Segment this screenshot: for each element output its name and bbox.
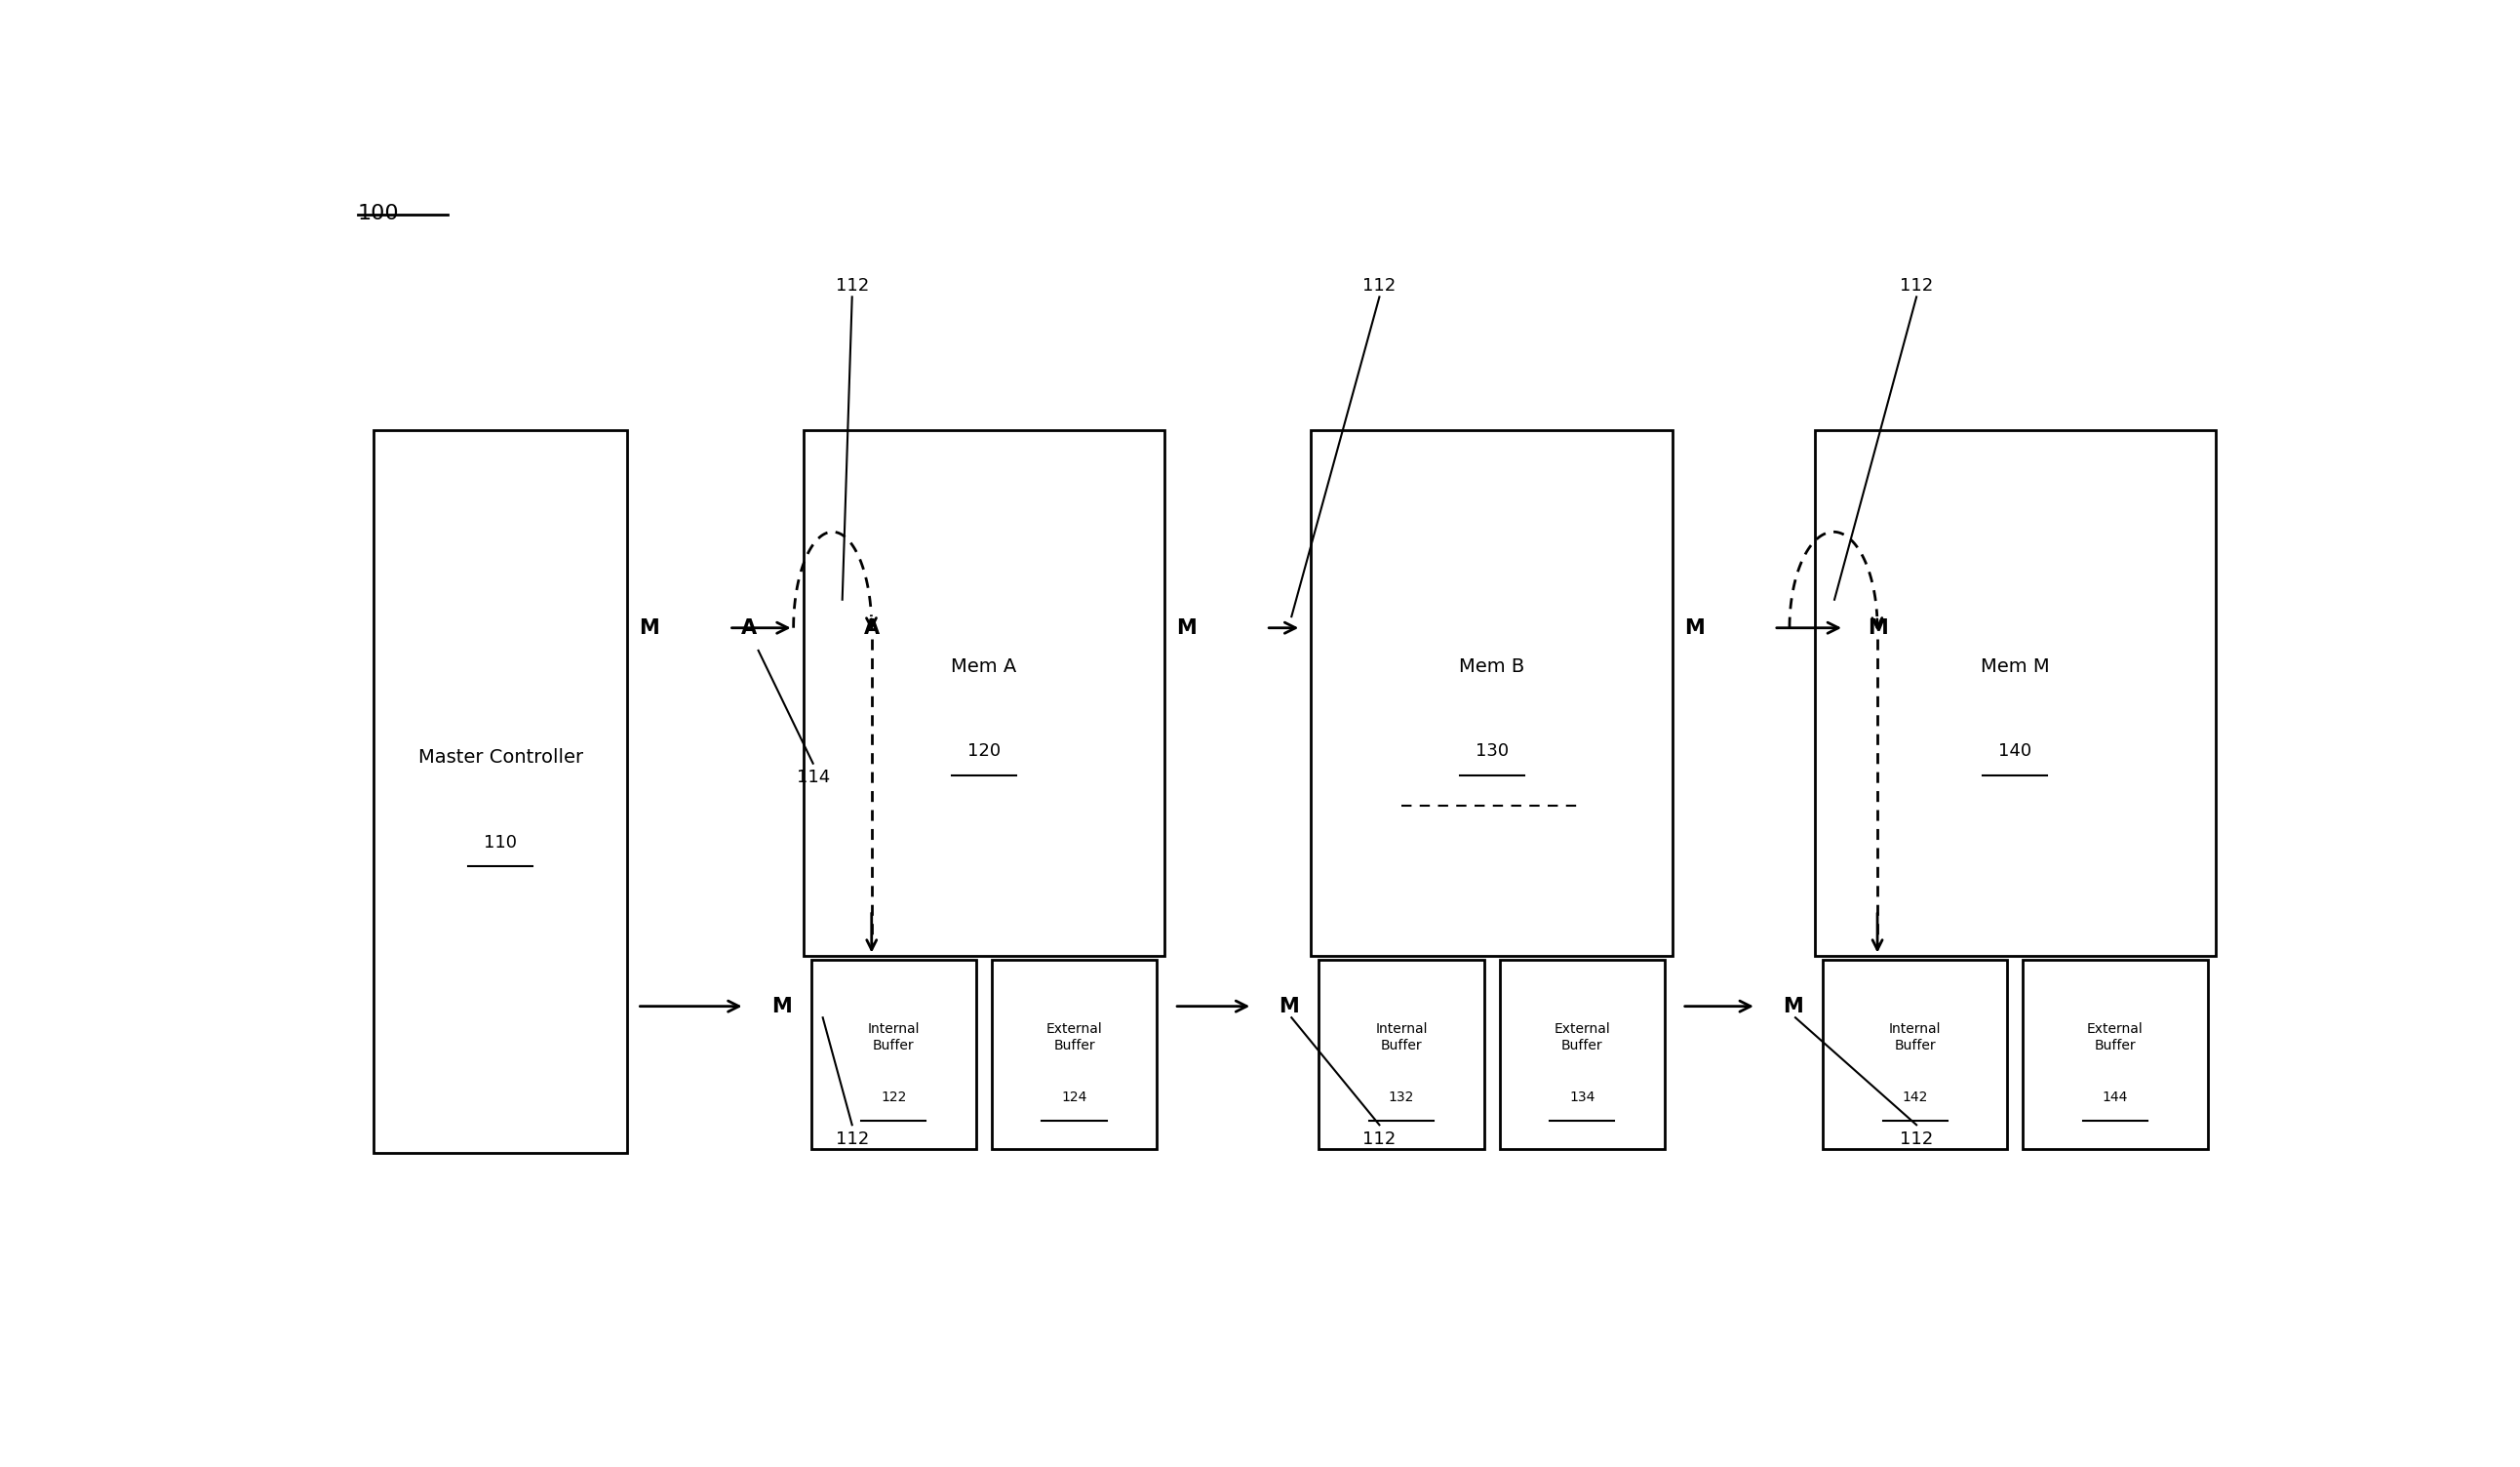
Text: 132: 132 [1389, 1090, 1414, 1105]
Bar [1814, 430, 2215, 955]
Text: 112: 112 [1363, 277, 1396, 295]
Text: 120: 120 [968, 742, 1000, 760]
Text: M: M [1280, 996, 1300, 1017]
Bar [804, 430, 1164, 955]
Bar [1499, 959, 1666, 1149]
Text: Internal
Buffer: Internal Buffer [1376, 1022, 1426, 1052]
Text: 134: 134 [1570, 1090, 1595, 1105]
Text: A: A [864, 618, 879, 638]
Text: M: M [1784, 996, 1804, 1017]
Text: Mem M: Mem M [1981, 657, 2049, 676]
Text: 112: 112 [834, 277, 869, 295]
Text: Internal
Buffer: Internal Buffer [867, 1022, 920, 1052]
Text: Master Controller: Master Controller [418, 748, 582, 767]
Bar [1318, 959, 1484, 1149]
Text: 110: 110 [484, 833, 517, 851]
Text: External
Buffer: External Buffer [1046, 1022, 1101, 1052]
Text: M: M [771, 996, 791, 1017]
Text: 124: 124 [1061, 1090, 1086, 1105]
Text: 140: 140 [1998, 742, 2031, 760]
Bar [993, 959, 1157, 1149]
Text: Mem B: Mem B [1459, 657, 1525, 676]
Bar [1822, 959, 2008, 1149]
Text: M: M [1683, 618, 1704, 638]
Text: Mem A: Mem A [950, 657, 1016, 676]
Text: 114: 114 [796, 769, 829, 786]
Text: External
Buffer: External Buffer [2087, 1022, 2145, 1052]
Text: A: A [741, 618, 756, 638]
Text: 130: 130 [1474, 742, 1509, 760]
Text: 112: 112 [1900, 1131, 1933, 1149]
Bar [2024, 959, 2208, 1149]
Bar [811, 959, 975, 1149]
Text: External
Buffer: External Buffer [1555, 1022, 1610, 1052]
Text: Internal
Buffer: Internal Buffer [1890, 1022, 1940, 1052]
Text: 112: 112 [1363, 1131, 1396, 1149]
Text: M: M [1177, 618, 1197, 638]
Text: M: M [640, 618, 660, 638]
Text: 100: 100 [358, 204, 401, 224]
Text: M: M [1867, 618, 1887, 638]
Text: 122: 122 [879, 1090, 907, 1105]
Text: 112: 112 [834, 1131, 869, 1149]
Text: 144: 144 [2102, 1090, 2127, 1105]
Bar [373, 430, 627, 1153]
Bar [1310, 430, 1673, 955]
Text: 112: 112 [1900, 277, 1933, 295]
Text: 142: 142 [1903, 1090, 1928, 1105]
